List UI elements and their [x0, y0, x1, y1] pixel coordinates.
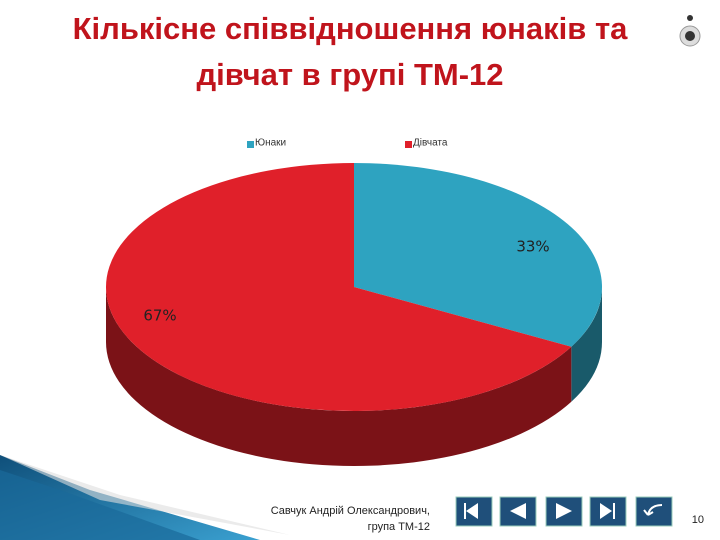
legend-swatch	[405, 141, 412, 148]
nav-return[interactable]	[635, 496, 673, 527]
slice	[354, 163, 602, 347]
slide-title: Кількісне співвідношення юнаків та дівча…	[72, 11, 628, 92]
nav-icon	[466, 503, 478, 519]
nav-icon	[510, 503, 526, 519]
data-label: 33%	[516, 238, 549, 256]
nav-icon	[464, 503, 466, 519]
decor-swoosh	[0, 470, 200, 540]
nav-icon	[600, 503, 612, 519]
footer-group: група ТМ-12	[367, 521, 430, 533]
nav-last[interactable]	[589, 496, 627, 527]
footer-author: Савчук Андрій Олександрович,	[270, 505, 430, 517]
nav-icon	[556, 503, 572, 519]
slide-number: 10	[691, 514, 704, 526]
legend-label: Дівчата	[413, 138, 448, 149]
slice	[105, 163, 572, 411]
legend-label: Юнаки	[255, 138, 286, 149]
nav-icon	[613, 503, 615, 519]
legend-swatch	[247, 141, 254, 148]
slice-side	[571, 287, 602, 402]
slice-side	[106, 287, 572, 466]
navigation	[455, 496, 673, 527]
logo	[679, 15, 701, 47]
data-label: 67%	[143, 307, 176, 325]
pie: 33% 67%	[105, 163, 602, 466]
nav-icon	[643, 504, 663, 516]
